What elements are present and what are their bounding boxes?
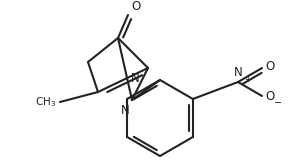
Text: N: N <box>121 104 130 117</box>
Text: N: N <box>131 72 140 85</box>
Text: O: O <box>131 0 140 13</box>
Text: N: N <box>234 66 242 79</box>
Text: O: O <box>265 89 274 103</box>
Text: +: + <box>244 75 251 84</box>
Text: CH$_3$: CH$_3$ <box>35 95 56 109</box>
Text: O: O <box>265 60 274 73</box>
Text: −: − <box>274 98 282 108</box>
